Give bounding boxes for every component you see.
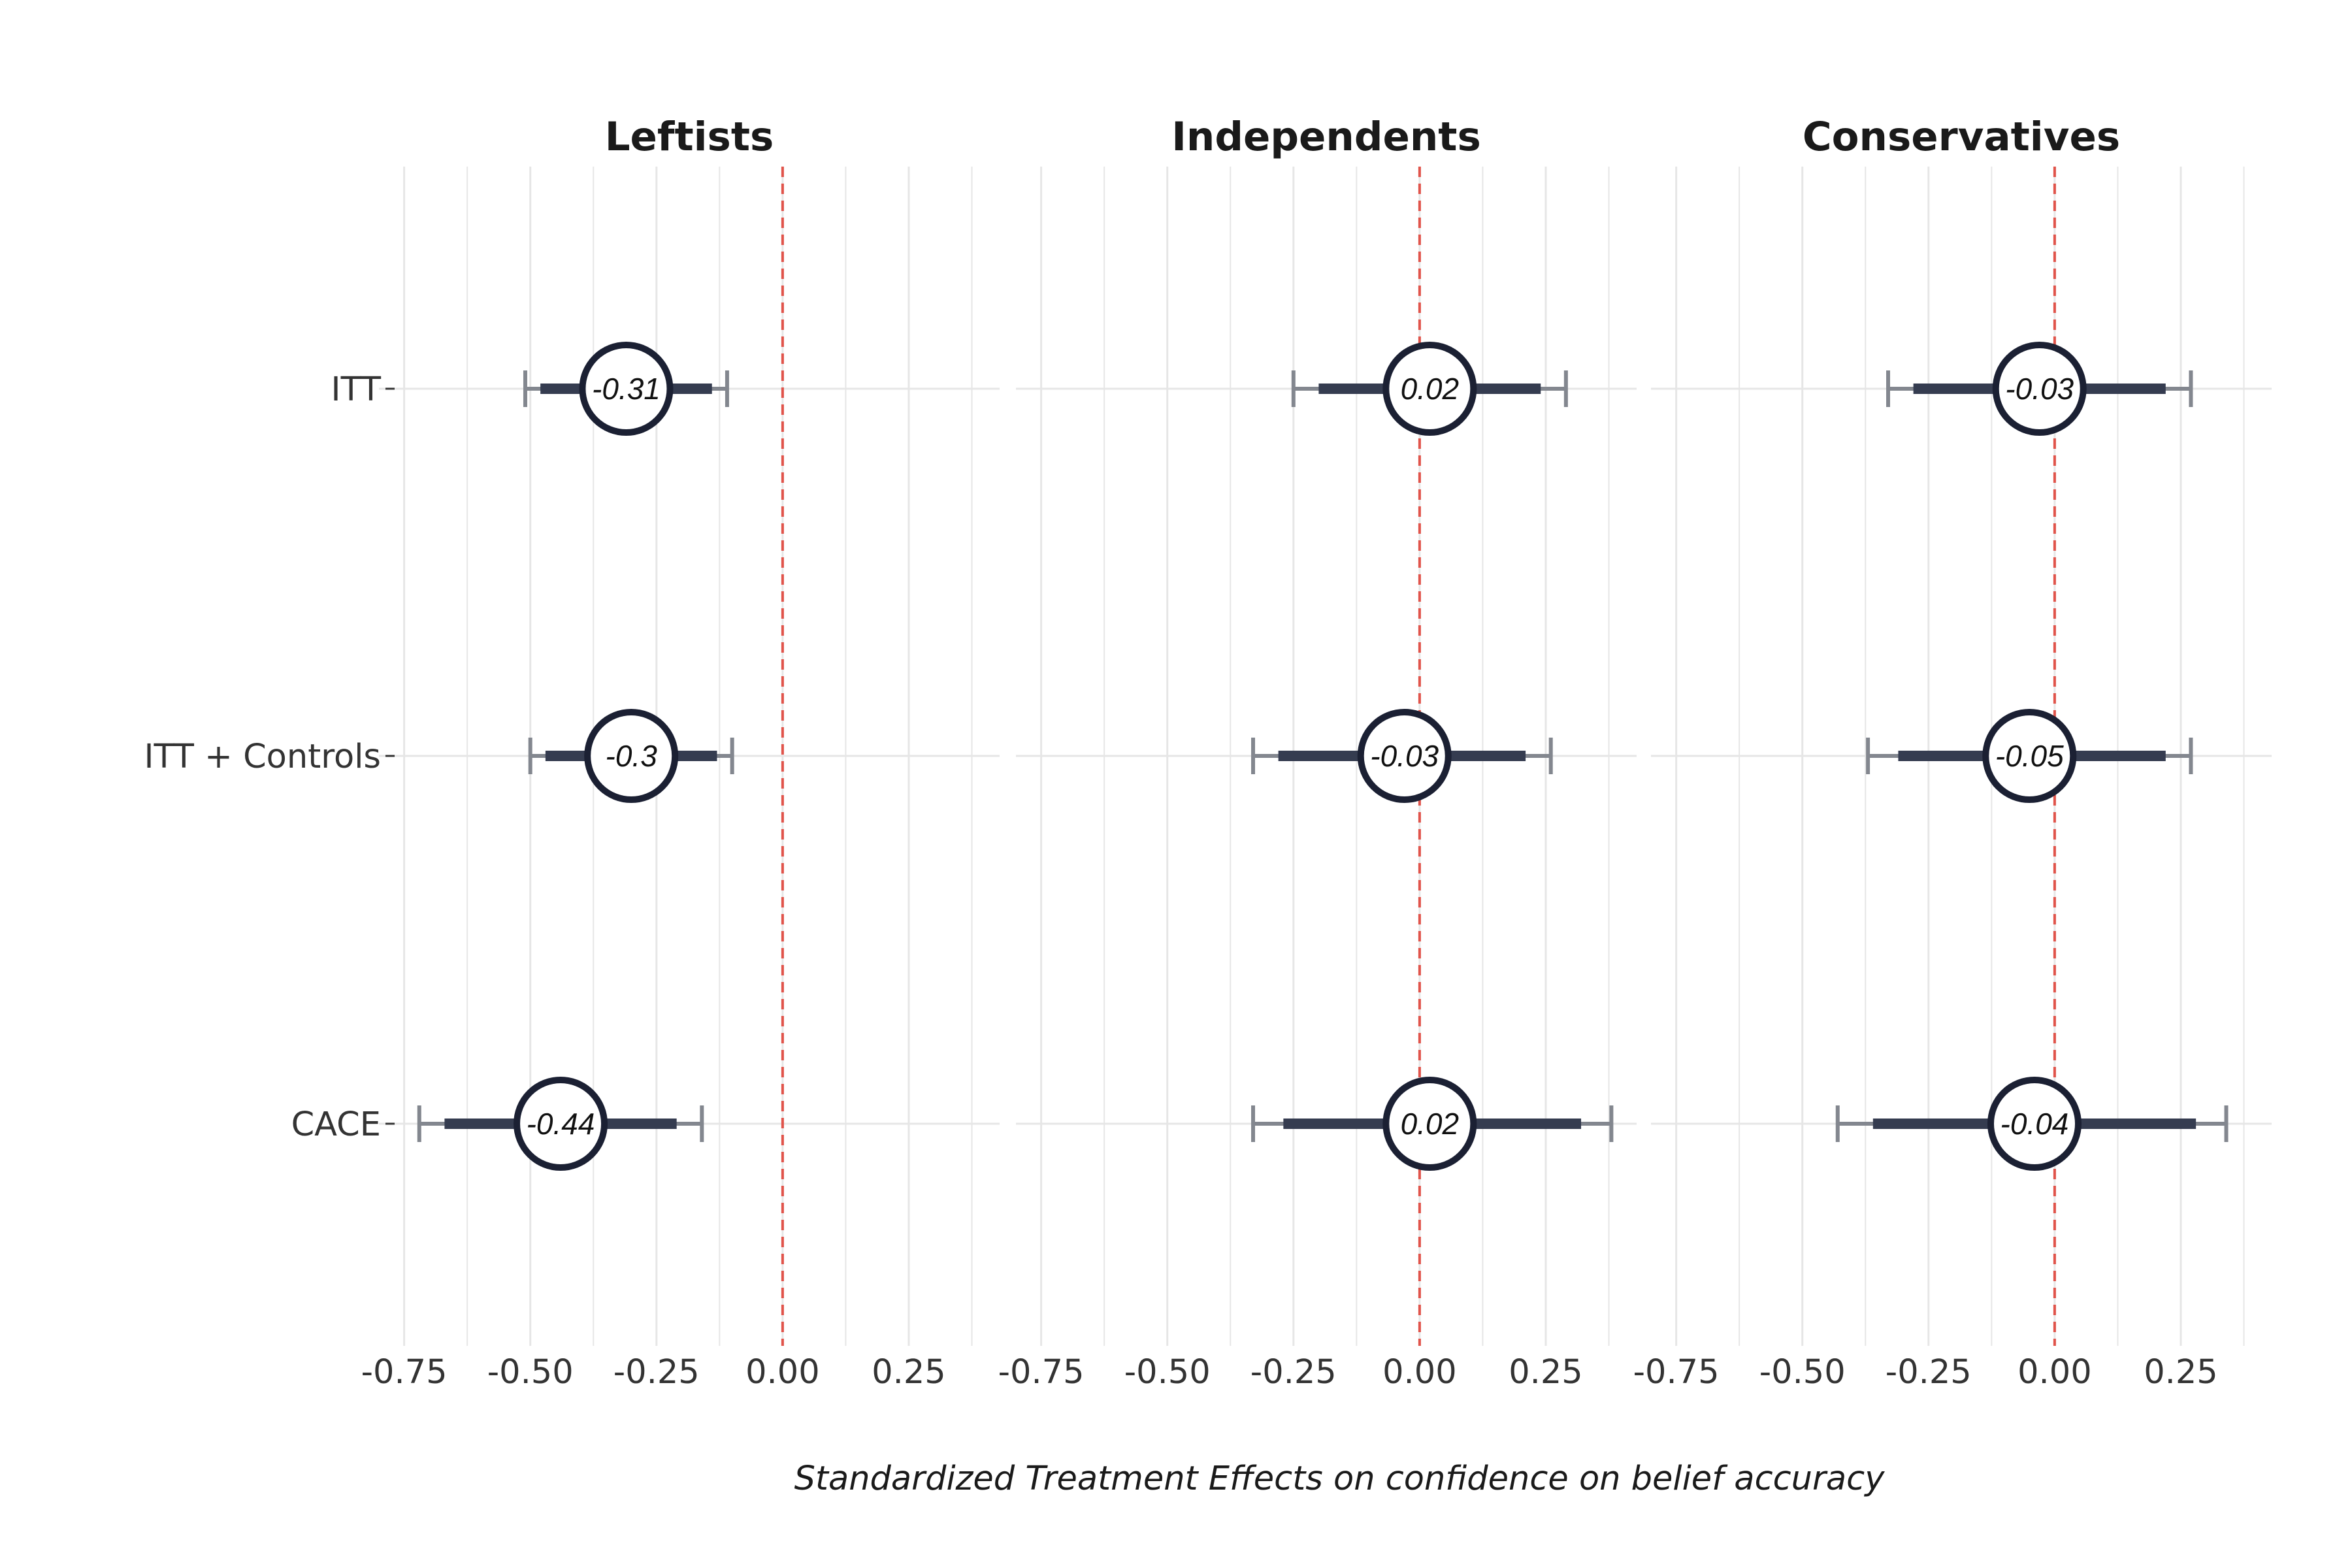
panel-title: Independents — [1171, 114, 1481, 160]
x-tick-label: 0.00 — [745, 1353, 820, 1392]
estimate-label: -0.44 — [527, 1107, 595, 1141]
estimate-label: -0.04 — [2001, 1107, 2069, 1141]
x-tick-label: 0.25 — [2144, 1353, 2218, 1392]
x-tick-label: -0.50 — [487, 1353, 574, 1392]
x-tick-label: -0.25 — [1886, 1353, 1972, 1392]
x-tick-label: -0.75 — [1633, 1353, 1720, 1392]
x-axis-title: Standardized Treatment Effects on confid… — [794, 1460, 1886, 1498]
x-tick-label: -0.75 — [998, 1353, 1085, 1392]
x-tick-label: -0.75 — [361, 1353, 448, 1392]
panel-title: Leftists — [605, 114, 774, 160]
point-estimate — [1982, 709, 2077, 803]
x-tick-label: 0.25 — [1509, 1353, 1583, 1392]
estimate-label: 0.02 — [1401, 1107, 1460, 1141]
point-estimate — [1357, 709, 1452, 803]
estimate-label: 0.02 — [1401, 372, 1460, 406]
y-tick-label: ITT + Controls — [144, 738, 381, 776]
axis-layer: Leftists -0.75 -0.50 -0.25 0.00 0.25 Independe… — [144, 114, 2217, 1392]
point-estimate — [579, 342, 674, 436]
point-estimate — [1992, 342, 2087, 436]
estimate-label: -0.3 — [606, 739, 658, 773]
x-tick-label: -0.25 — [613, 1353, 700, 1392]
data-layer: -0.31 -0.3 -0.44 0.02 -0.03 0.02 -0.03 -0.05 -0.… — [417, 342, 2229, 1171]
point-estimate — [514, 1077, 608, 1171]
x-tick-label: -0.50 — [1124, 1353, 1211, 1392]
x-tick-label: -0.25 — [1250, 1353, 1337, 1392]
estimate-label: -0.03 — [1370, 739, 1439, 773]
x-tick-label: 0.00 — [2017, 1353, 2092, 1392]
panel-title: Conservatives — [1803, 114, 2120, 160]
x-tick-label: 0.00 — [1382, 1353, 1457, 1392]
y-tick-label: CACE — [291, 1105, 381, 1144]
point-estimate — [1987, 1077, 2082, 1171]
x-tick-label: 0.25 — [872, 1353, 946, 1392]
estimate-label: -0.03 — [2005, 372, 2074, 406]
point-estimate — [1382, 342, 1477, 436]
y-tick-label: ITT — [331, 370, 382, 409]
x-tick-label: -0.50 — [1759, 1353, 1846, 1392]
estimate-label: -0.05 — [1995, 739, 2064, 773]
estimate-label: -0.31 — [592, 372, 661, 406]
point-estimate — [584, 709, 679, 803]
point-estimate — [1382, 1077, 1477, 1171]
